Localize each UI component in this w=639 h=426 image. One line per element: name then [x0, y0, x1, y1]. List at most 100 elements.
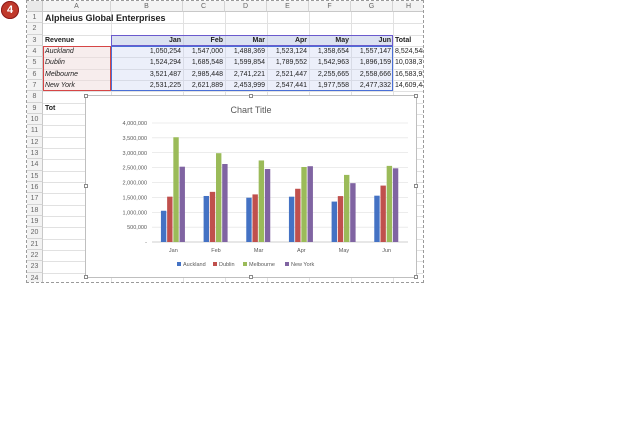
bar-auckland-mar[interactable]: [246, 197, 252, 242]
column-header-b[interactable]: B: [111, 1, 183, 12]
row-header-11[interactable]: 11: [27, 125, 43, 137]
month-header-mar[interactable]: Mar: [252, 36, 265, 44]
row-header-2[interactable]: 2: [27, 23, 43, 35]
value-cell[interactable]: 2,453,999: [233, 81, 265, 89]
bar-melbourne-jun[interactable]: [386, 165, 393, 242]
bar-dublin-feb[interactable]: [209, 191, 216, 242]
column-header-h[interactable]: H: [393, 1, 423, 12]
city-label-melbourne[interactable]: Melbourne: [45, 70, 79, 78]
row-header-19[interactable]: 19: [27, 215, 43, 228]
row-header-14[interactable]: 14: [27, 159, 43, 171]
city-label-auckland[interactable]: Auckland: [45, 47, 74, 55]
chart-resize-handle[interactable]: [414, 275, 418, 279]
bar-auckland-may[interactable]: [331, 201, 337, 242]
legend-label-dublin[interactable]: Dublin: [219, 262, 235, 268]
city-label-dublin[interactable]: Dublin: [45, 59, 65, 67]
bar-dublin-mar[interactable]: [252, 194, 258, 242]
legend-label-new-york[interactable]: New York: [291, 262, 314, 268]
bar-dublin-may[interactable]: [337, 196, 344, 242]
bar-new-york-jun[interactable]: [392, 168, 399, 242]
bar-new-york-apr[interactable]: [307, 166, 313, 242]
row-header-21[interactable]: 21: [27, 238, 43, 250]
row-total-cell[interactable]: 8,524,548: [395, 47, 424, 55]
column-header-a[interactable]: A: [43, 1, 111, 12]
legend-label-auckland[interactable]: Auckland: [183, 262, 206, 268]
value-cell[interactable]: 1,542,963: [317, 59, 349, 67]
chart-resize-handle[interactable]: [249, 275, 253, 279]
month-header-jan[interactable]: Jan: [168, 36, 181, 44]
value-cell[interactable]: 3,521,487: [149, 70, 181, 78]
column-header-f[interactable]: F: [309, 1, 351, 12]
chart-resize-handle[interactable]: [249, 94, 253, 98]
column-header-g[interactable]: G: [351, 1, 393, 12]
row-header-15[interactable]: 15: [27, 170, 43, 182]
value-cell[interactable]: 1,488,369: [233, 47, 265, 55]
value-cell[interactable]: 1,977,558: [317, 81, 349, 89]
value-cell[interactable]: 1,557,147: [359, 47, 391, 55]
chart-resize-handle[interactable]: [414, 94, 418, 98]
chart-resize-handle[interactable]: [84, 184, 88, 188]
bar-auckland-jan[interactable]: [160, 210, 167, 242]
bar-dublin-jan[interactable]: [167, 196, 173, 242]
bar-melbourne-may[interactable]: [344, 174, 350, 242]
revenue-header-cell[interactable]: Revenue: [45, 36, 75, 44]
value-cell[interactable]: 1,050,254: [149, 47, 181, 55]
month-header-feb[interactable]: Feb: [210, 36, 223, 44]
row-header-6[interactable]: 6: [27, 68, 43, 80]
sheet-title-cell[interactable]: Alpheius Global Enterprises: [45, 13, 166, 23]
value-cell[interactable]: 1,896,159: [359, 59, 391, 67]
row-header-3[interactable]: 3: [27, 34, 43, 46]
bar-auckland-feb[interactable]: [203, 195, 209, 242]
row-total-cell[interactable]: 10,038,370: [395, 59, 423, 67]
row-header-8[interactable]: 8: [27, 91, 43, 103]
value-cell[interactable]: 2,547,441: [275, 81, 307, 89]
value-cell[interactable]: 1,523,124: [275, 47, 307, 55]
row-header-4[interactable]: 4: [27, 45, 43, 58]
total-header-cell[interactable]: Total: [395, 36, 412, 44]
row-header-16[interactable]: 16: [27, 181, 43, 194]
value-cell[interactable]: 1,547,000: [191, 47, 223, 55]
value-cell[interactable]: 2,477,332: [359, 81, 391, 89]
bar-dublin-apr[interactable]: [295, 188, 301, 242]
value-cell[interactable]: 2,255,665: [317, 70, 349, 78]
row-header-13[interactable]: 13: [27, 147, 43, 160]
value-cell[interactable]: 2,531,225: [149, 81, 181, 89]
bar-auckland-jun[interactable]: [374, 195, 380, 242]
bar-melbourne-mar[interactable]: [258, 160, 265, 242]
bar-melbourne-apr[interactable]: [301, 166, 307, 242]
chart-resize-handle[interactable]: [414, 184, 418, 188]
row-header-24[interactable]: 24: [27, 272, 43, 282]
value-cell[interactable]: 1,789,552: [275, 59, 307, 67]
row-header-17[interactable]: 17: [27, 193, 43, 205]
value-cell[interactable]: 1,524,294: [149, 59, 181, 67]
row-header-23[interactable]: 23: [27, 261, 43, 273]
bar-dublin-jun[interactable]: [380, 185, 386, 242]
bar-new-york-mar[interactable]: [264, 168, 271, 242]
embedded-chart[interactable]: Chart Title - 500,000 1,000,000 1,500,000 2,0…: [84, 94, 418, 279]
value-cell[interactable]: 2,521,447: [275, 70, 307, 78]
bar-new-york-jan[interactable]: [179, 166, 185, 242]
row-header-7[interactable]: 7: [27, 79, 43, 92]
value-cell[interactable]: 2,558,666: [359, 70, 391, 78]
row-header-9[interactable]: 9: [27, 102, 43, 114]
bar-new-york-may[interactable]: [350, 183, 356, 242]
row9-label-cell[interactable]: Tot: [45, 104, 56, 112]
bar-auckland-apr[interactable]: [288, 196, 295, 242]
column-header-d[interactable]: D: [225, 1, 267, 12]
row-header-10[interactable]: 10: [27, 113, 43, 126]
bar-melbourne-jan[interactable]: [173, 137, 179, 242]
row-total-cell[interactable]: 16,583,934: [395, 70, 423, 78]
month-header-jun[interactable]: Jun: [378, 36, 391, 44]
value-cell[interactable]: 1,599,854: [233, 59, 265, 67]
row-header-18[interactable]: 18: [27, 204, 43, 216]
select-all-corner[interactable]: [27, 1, 43, 12]
value-cell[interactable]: 1,358,654: [317, 47, 349, 55]
city-label-new-york[interactable]: New York: [45, 81, 75, 89]
chart-resize-handle[interactable]: [84, 275, 88, 279]
month-header-may[interactable]: May: [335, 36, 349, 44]
value-cell[interactable]: 2,741,221: [233, 70, 265, 78]
month-header-apr[interactable]: Apr: [294, 36, 307, 44]
chart-resize-handle[interactable]: [84, 94, 88, 98]
value-cell[interactable]: 1,685,548: [191, 59, 223, 67]
column-header-c[interactable]: C: [183, 1, 225, 12]
